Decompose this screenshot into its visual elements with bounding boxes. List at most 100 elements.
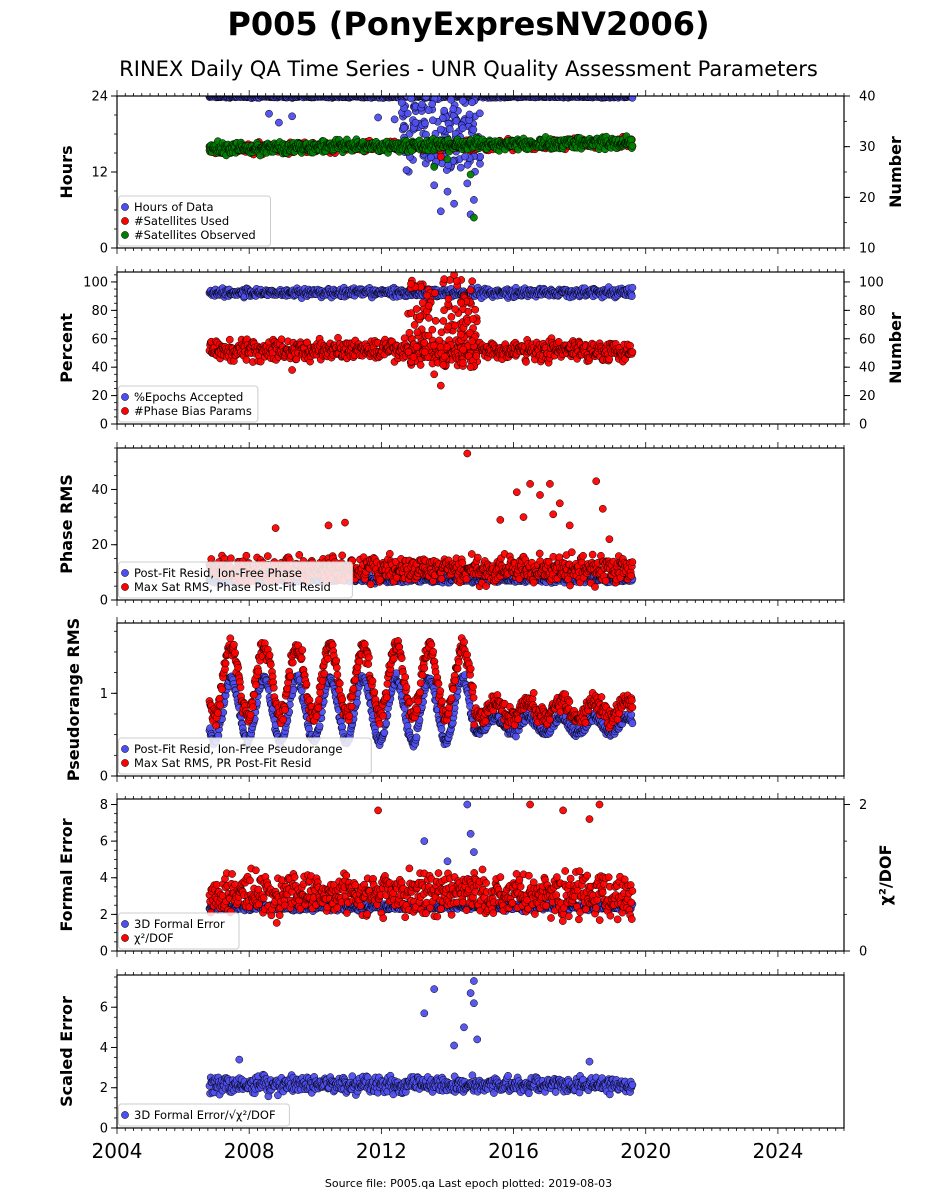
point-1-1-850 [469, 125, 478, 134]
point-3-2-223 [338, 551, 347, 560]
point-1-1-881 [450, 199, 458, 208]
point-2-2-862 [451, 321, 459, 330]
point-3-2-151 [295, 551, 304, 559]
point-2-2-772 [412, 305, 421, 313]
point-2-2-765 [464, 307, 473, 316]
point-2-2-848 [468, 277, 477, 286]
point-2-2-62 [242, 356, 251, 364]
point-1-1-823 [447, 96, 455, 104]
point-2-2-871 [439, 361, 448, 369]
legend-label-1-2: #Satellites Used [134, 214, 229, 228]
y-tick-label-2: 0 [100, 418, 108, 433]
point-2-2-34 [225, 335, 234, 344]
y-tick-label-1: 0 [100, 242, 108, 257]
point-2-2-877 [440, 275, 449, 283]
data-points-2 [205, 272, 637, 390]
legend-label-1-1: Hours of Data [134, 200, 214, 214]
point-2-2-822 [424, 331, 433, 340]
point-1-3-713 [443, 155, 452, 164]
point-2-2-711 [628, 348, 637, 356]
point-2-2-864 [412, 343, 421, 351]
point-1-1-764 [445, 125, 454, 133]
y-tick-label-1: 24 [91, 90, 108, 105]
point-3-2-62 [242, 551, 251, 560]
legend-label-1-3: #Satellites Observed [134, 228, 256, 242]
point-2-2-851 [459, 359, 467, 367]
legend-2: %Epochs Accepted#Phase Bias Params [118, 385, 259, 423]
y-tick-label-2: 20 [91, 389, 108, 404]
point-1-1-858 [428, 100, 437, 108]
point-1-1-875 [374, 113, 382, 122]
y-tick-label-2: 80 [91, 304, 108, 319]
point-2-2-803 [471, 305, 480, 314]
point-1-1-882 [456, 163, 465, 172]
point-2-2-866 [416, 312, 425, 321]
point-2-2-853 [469, 315, 477, 323]
point-1-1-854 [465, 110, 474, 119]
point-2-2-856 [404, 347, 413, 356]
point-1-1-825 [422, 96, 430, 101]
point-2-1-711 [628, 283, 637, 292]
point-2-2-816 [430, 341, 438, 350]
point-2-2-875 [466, 363, 475, 372]
point-1-1-760 [402, 166, 411, 174]
point-2-2-784 [440, 306, 448, 315]
point-2-2-873 [430, 370, 439, 379]
point-2-2-838 [420, 348, 429, 356]
point-1-1-711 [628, 96, 637, 102]
point-1-1-750 [440, 106, 449, 115]
point-2-2-869 [457, 330, 465, 339]
point-1-1-829 [428, 116, 437, 125]
point-2-2-785 [416, 361, 425, 369]
point-3-2-98 [263, 552, 272, 560]
point-1-1-865 [449, 105, 458, 113]
legend-label-2-1: %Epochs Accepted [134, 390, 243, 404]
point-2-2-861 [457, 299, 465, 307]
point-1-1-841 [468, 98, 476, 107]
point-1-1-885 [470, 196, 478, 204]
chart-panel-2: 020406080100Percent020406080100Number%Ep… [57, 266, 905, 433]
point-1-1-872 [265, 109, 273, 118]
legend-marker-2-2 [121, 407, 129, 415]
y-axis-right-label-2: Number [886, 312, 905, 384]
point-1-1-842 [397, 98, 406, 107]
y-right-tick-label-2: 0 [859, 418, 867, 433]
point-2-2-532 [522, 358, 530, 366]
series-1-1 [205, 96, 637, 219]
point-2-2-874 [436, 381, 445, 390]
legend-marker-1-2 [121, 217, 129, 225]
point-2-2-718 [431, 316, 440, 325]
point-2-2-786 [466, 286, 475, 294]
point-2-2-799 [447, 313, 456, 321]
point-3-2-287 [376, 575, 385, 584]
point-2-2-809 [443, 343, 451, 351]
point-2-2-868 [451, 305, 460, 313]
y-axis-right-label-1: Number [886, 136, 905, 208]
y-tick-label-1: 12 [91, 166, 108, 181]
point-3-2-303 [385, 549, 394, 558]
legend-label-2-2: #Phase Bias Params [134, 404, 252, 418]
legend-marker-1-1 [121, 203, 129, 211]
point-1-1-868 [411, 118, 420, 127]
x-ticks-1 [116, 90, 845, 254]
point-1-1-883 [463, 179, 472, 188]
point-1-1-822 [458, 96, 467, 105]
point-1-3-714 [466, 170, 475, 179]
y-right-tick-label-2: 40 [859, 361, 876, 376]
point-1-1-852 [475, 109, 484, 118]
point-1-1-794 [461, 152, 469, 161]
point-2-1-710 [627, 292, 636, 301]
point-2-2-867 [431, 289, 439, 297]
point-2-2-836 [420, 338, 429, 347]
point-2-2-761 [405, 328, 414, 337]
point-1-1-780 [403, 109, 412, 118]
point-1-1-873 [275, 118, 283, 127]
page-subtitle: RINEX Daily QA Time Series - UNR Quality… [119, 57, 818, 81]
legend-box-1 [118, 195, 271, 247]
y-right-tick-label-1: 20 [859, 191, 876, 206]
point-2-2-845 [424, 301, 433, 310]
